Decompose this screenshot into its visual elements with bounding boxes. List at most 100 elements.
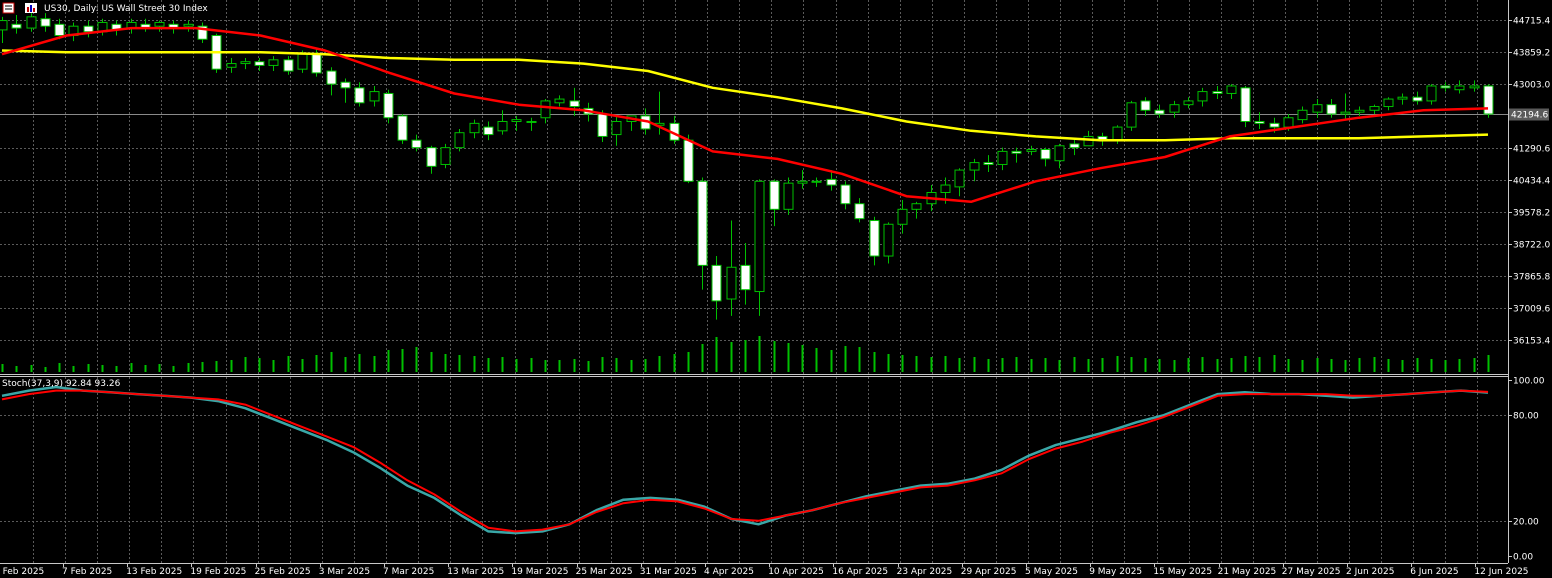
grid-lines xyxy=(0,0,1508,563)
candle-body xyxy=(540,100,551,119)
stoch-signal-line xyxy=(1,389,1489,533)
candle-body xyxy=(297,53,308,70)
time-tick-label: 3 Mar 2025 xyxy=(319,567,370,577)
candle-body xyxy=(1469,85,1480,89)
candle-body xyxy=(154,21,165,27)
time-tick-label: 16 Apr 2025 xyxy=(832,567,888,577)
time-tick-label: 27 May 2025 xyxy=(1282,567,1341,577)
candle-body xyxy=(1083,135,1094,147)
price-tick-label: 39578.2 xyxy=(1513,209,1550,219)
indicator-label: Stoch(37,3,9) 92.84 93.26 xyxy=(2,379,121,389)
ma-fast-line xyxy=(1,26,1489,204)
candle-body xyxy=(797,180,808,184)
candle-body xyxy=(597,113,608,137)
candle-body xyxy=(1369,106,1380,111)
candle-body xyxy=(1283,117,1294,128)
candle-body xyxy=(311,53,322,74)
candle-body xyxy=(811,180,822,183)
candle-body xyxy=(526,120,537,123)
candle-body xyxy=(1183,100,1194,106)
candle-body xyxy=(554,98,565,104)
candle-body xyxy=(454,132,465,149)
candle-body xyxy=(197,25,208,40)
candle-body xyxy=(1426,85,1437,102)
candle-body xyxy=(1112,126,1123,141)
time-tick-label: 21 May 2025 xyxy=(1218,567,1277,577)
window-menu-icon[interactable] xyxy=(2,2,15,14)
candle-body xyxy=(511,119,522,122)
time-tick-label: 12 Jun 2025 xyxy=(1474,567,1528,577)
candle-body xyxy=(726,266,737,300)
candle-body xyxy=(11,23,22,29)
time-tick-label: 19 Feb 2025 xyxy=(190,567,246,577)
time-tick-label: 13 Feb 2025 xyxy=(126,567,182,577)
candle-body xyxy=(1040,149,1051,160)
stoch-tick-label: 80.00 xyxy=(1513,412,1539,422)
candle-body xyxy=(1169,104,1180,113)
chart-bars-icon[interactable] xyxy=(25,3,37,13)
candle-body xyxy=(397,115,408,141)
time-tick-label: 9 May 2025 xyxy=(1089,567,1142,577)
candle-body xyxy=(340,81,351,89)
candle-body xyxy=(1154,109,1165,115)
candle-body xyxy=(1412,96,1423,102)
candle-body xyxy=(826,178,837,186)
candle-body xyxy=(326,70,337,85)
candle-body xyxy=(997,150,1008,165)
candle-body xyxy=(740,264,751,291)
time-tick-label: 2 Jun 2025 xyxy=(1346,567,1394,577)
stochastic-lines xyxy=(1,385,1489,535)
candle-body xyxy=(1254,120,1265,124)
candle-body xyxy=(383,92,394,119)
candle-body xyxy=(983,162,994,165)
candle-body xyxy=(483,126,494,136)
candle-body xyxy=(754,180,765,293)
price-tick-label: 38722.0 xyxy=(1513,241,1550,251)
candle-body xyxy=(1454,85,1465,91)
time-tick-label: 25 Mar 2025 xyxy=(576,567,633,577)
stoch-tick-label: 0.00 xyxy=(1513,553,1533,563)
moving-averages xyxy=(1,26,1489,204)
stoch-tick-label: 20.00 xyxy=(1513,518,1539,528)
candle-body xyxy=(840,184,851,205)
candle-body xyxy=(1326,104,1337,115)
price-tick-label: 43859.2 xyxy=(1513,49,1550,59)
candle-body xyxy=(0,20,8,31)
price-tick-label: 37009.6 xyxy=(1513,305,1550,315)
stoch-tick-label: 100.00 xyxy=(1513,377,1545,387)
time-tick-label: 5 May 2025 xyxy=(1025,567,1078,577)
candle-body xyxy=(854,203,865,220)
volume-bars xyxy=(1,336,1490,372)
chart-header: US30, Daily: US Wall Street 30 Index xyxy=(2,2,208,14)
price-tick-label: 37865.8 xyxy=(1513,273,1550,283)
candle-body xyxy=(440,147,451,165)
time-tick-label: 4 Apr 2025 xyxy=(704,567,754,577)
candle-body xyxy=(954,169,965,188)
candle-body xyxy=(497,120,508,132)
time-tick-label: 15 May 2025 xyxy=(1153,567,1212,577)
candle-body xyxy=(1212,91,1223,94)
candle-body xyxy=(697,180,708,266)
candle-body xyxy=(1126,102,1137,128)
candle-body xyxy=(711,264,722,302)
price-tick-label: 41290.6 xyxy=(1513,145,1550,155)
candle-body xyxy=(969,162,980,171)
candle-body xyxy=(254,61,265,66)
time-tick-label: 7 Mar 2025 xyxy=(383,567,434,577)
candle-body xyxy=(268,59,279,66)
candle-body xyxy=(783,182,794,210)
candle-body xyxy=(1440,85,1451,89)
candle-body xyxy=(911,203,922,210)
candle-body xyxy=(1383,98,1394,108)
time-tick-label: 23 Apr 2025 xyxy=(897,567,953,577)
candle-body xyxy=(769,180,780,210)
current-price-tag xyxy=(1509,108,1549,121)
price-tick-label: 36153.4 xyxy=(1513,337,1550,347)
candle-body xyxy=(1340,111,1351,115)
price-tick-label: 40434.4 xyxy=(1513,177,1550,187)
time-tick-label: 13 Mar 2025 xyxy=(447,567,504,577)
candle-body xyxy=(1240,87,1251,122)
price-tick-label: 44715.4 xyxy=(1513,17,1550,27)
candle-body xyxy=(354,87,365,104)
